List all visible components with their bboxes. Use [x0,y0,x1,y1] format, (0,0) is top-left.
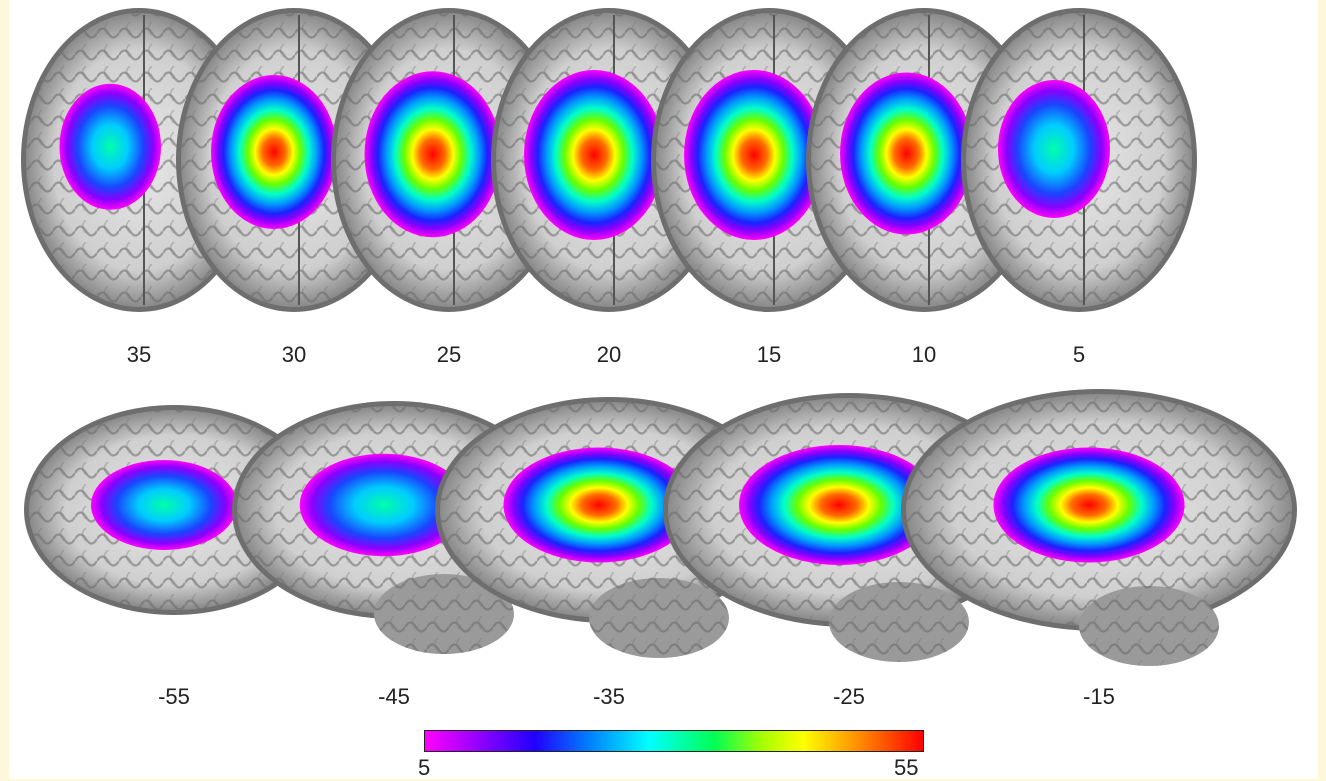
lesion-overlay [840,72,973,235]
axial-slice-label: 35 [126,342,152,367]
cerebellum-folia [589,578,729,658]
sagittal-slice--15 [901,389,1297,666]
lesion-overlay [91,460,237,550]
lesion-overlay [299,453,469,557]
axial-slice-label: 25 [436,342,462,367]
cerebellum-folia [1079,586,1219,666]
lesion-overlay [998,80,1110,218]
figure-panel: 35 30 25 20 15 10 5 -55 -45 -35 -25 -15 5 55 [9,0,1318,780]
sagittal-slice-label: -45 [378,684,410,709]
colorbar-min-label: 5 [418,755,431,780]
axial-slice-label: 10 [911,342,937,367]
axial-slice-label: 30 [281,342,307,367]
axial-slice-label: 20 [596,342,622,367]
lesion-overlay [211,75,337,229]
axial-slice-5 [961,8,1197,312]
lesion-overlay [59,83,161,210]
axial-slice-label: 5 [1072,342,1086,367]
lesion-overlay [684,70,824,240]
cerebellum-folia [829,582,969,662]
lesion-overlay [524,70,664,240]
sagittal-slice--55 [24,405,324,615]
cerebellum-folia [374,574,514,654]
axial-slice-row [21,8,1197,312]
lesion-overlay [503,447,695,563]
sagittal-slice-row [24,389,1297,666]
lesion-overlay [993,447,1185,563]
brain-slices-figure [21,8,1297,666]
sagittal-slice-label: -55 [158,684,190,709]
sagittal-slice-label: -35 [593,684,625,709]
sagittal-slice-label: -25 [833,684,865,709]
sagittal-slice-label: -15 [1083,684,1115,709]
lesion-overlay [739,445,939,565]
colorbar-max-label: 55 [894,755,919,780]
lesion-overlay [364,71,501,238]
axial-slice-label: 15 [756,342,782,367]
colorbar [424,730,924,752]
